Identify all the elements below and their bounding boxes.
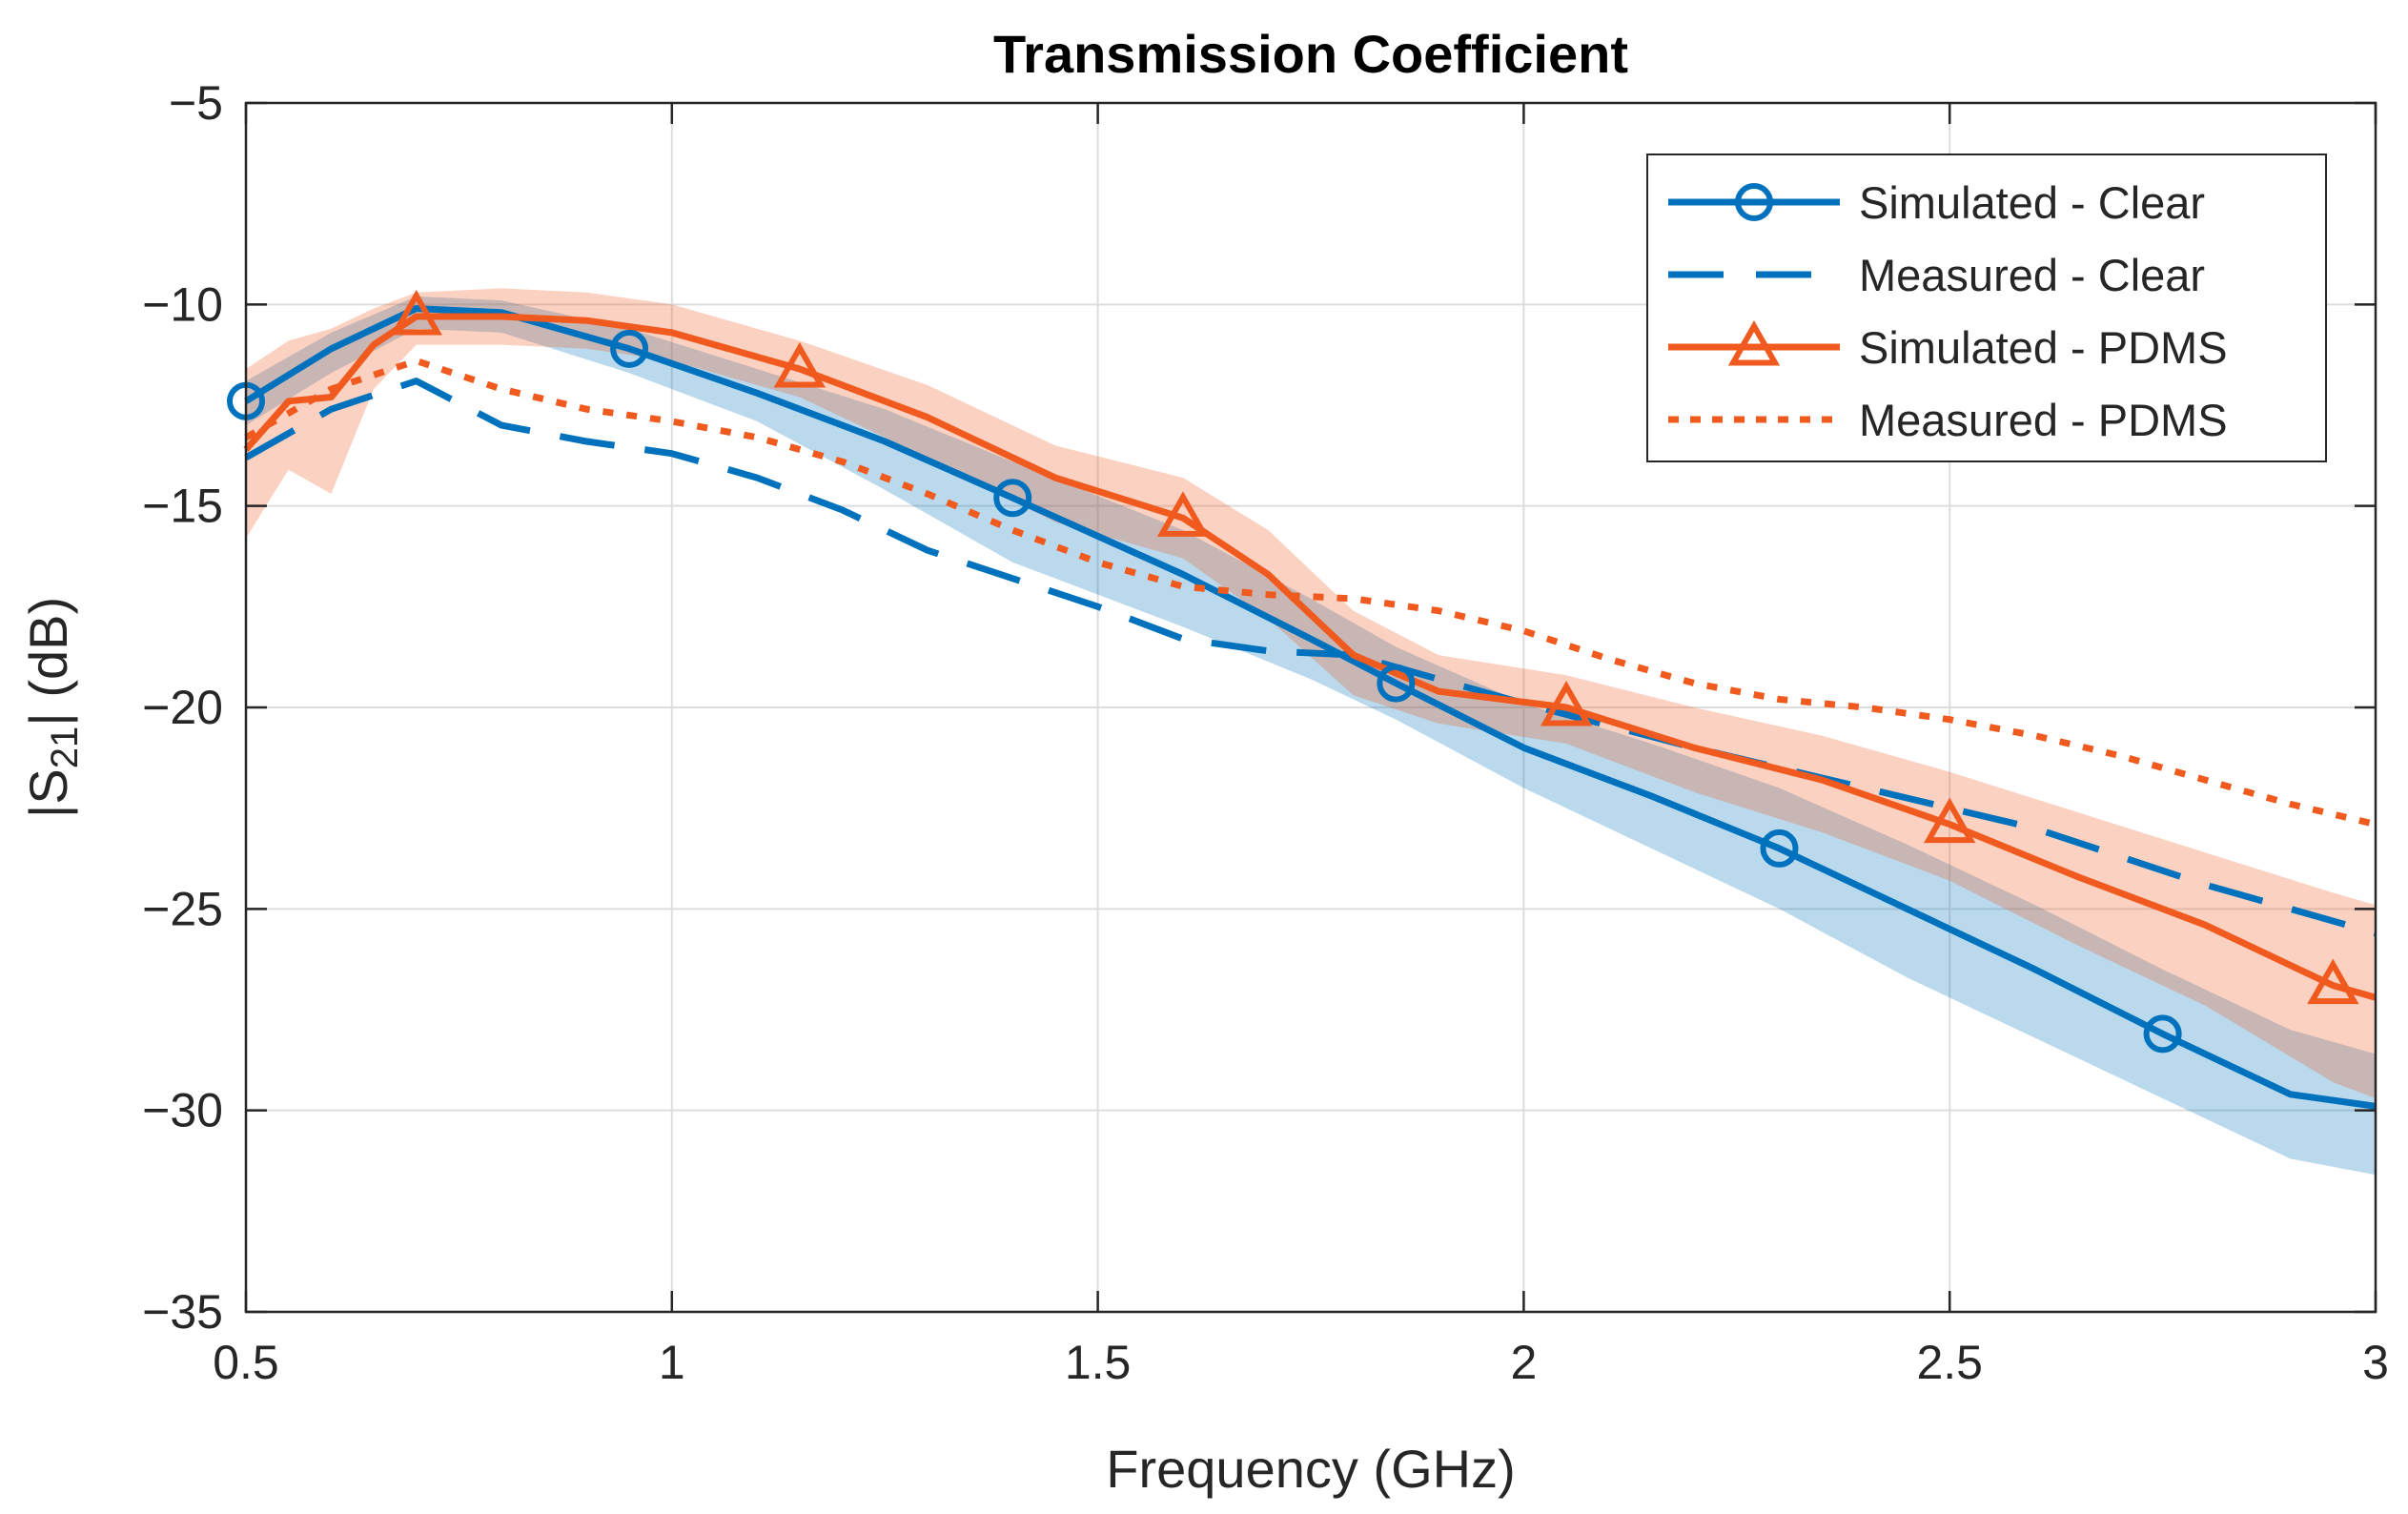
x-tick-label-5: 3 [2362, 1336, 2389, 1389]
simulated-clear-band [246, 296, 2376, 1176]
simulated-clear-marker-2 [993, 479, 1032, 518]
legend-marker-simulated-clear [1735, 183, 1773, 221]
chart-title: Transmission Coefficient [993, 24, 1628, 84]
y-axis-label-subscript: 21 [44, 726, 86, 769]
x-tick-label-0: 0.5 [213, 1336, 279, 1389]
y-tick-label-6: −5 [169, 76, 223, 130]
x-axis-label: Frequency (GHz) [1106, 1439, 1515, 1499]
legend-marker-simulated-pdms [1727, 319, 1781, 366]
legend-label-measured-clear: Measured - Clear [1859, 250, 2205, 300]
simulated-clear-line [244, 305, 2377, 1110]
simulated-clear-marker-4 [1760, 829, 1799, 868]
y-tick-label-1: −30 [142, 1084, 223, 1137]
tick-labels: 0.5 1 1.5 2 2.5 3 −35 −30 −25 −20 −15 −10 −5 [142, 76, 2389, 1389]
x-tick-label-4: 2.5 [1916, 1336, 1983, 1389]
legend-label-measured-pdms: Measured - PDMS [1859, 395, 2228, 445]
simulated-pdms-marker-1 [773, 341, 826, 388]
x-tick-label-3: 2 [1510, 1336, 1537, 1389]
legend-label-simulated-pdms: Simulated - PDMS [1859, 322, 2228, 373]
simulated-pdms-marker-2 [1156, 491, 1210, 537]
simulated-pdms-marker-4 [1924, 797, 1976, 844]
x-tick-label-1: 1 [659, 1336, 685, 1389]
measured-pdms-line [244, 358, 2377, 829]
series-markers [227, 289, 2359, 1054]
legend: Simulated - Clear Measured - Clear Simulat… [1646, 153, 2327, 462]
legend-box [1646, 153, 2327, 462]
simulated-pdms-marker-3 [1540, 680, 1593, 726]
y-tick-label-2: −25 [142, 882, 223, 935]
simulated-pdms-marker-5 [2307, 958, 2359, 1005]
uncertainty-bands [246, 288, 2376, 1176]
y-axis-label: |S21| (dB) [18, 597, 86, 818]
simulated-clear-marker-1 [610, 329, 649, 368]
y-tick-label-0: −35 [142, 1285, 223, 1339]
simulated-clear-marker-5 [2143, 1014, 2182, 1054]
y-tick-label-5: −10 [142, 277, 223, 331]
y-tick-label-4: −15 [142, 480, 223, 533]
legend-label-simulated-clear: Simulated - Clear [1859, 177, 2205, 228]
axis-ticks [244, 101, 2377, 1314]
simulated-pdms-marker-0 [390, 289, 442, 336]
x-tick-label-2: 1.5 [1065, 1336, 1132, 1389]
y-axis-label-rest: | (dB) [18, 597, 78, 726]
simulated-clear-marker-3 [1377, 664, 1416, 703]
y-tick-label-3: −20 [142, 681, 223, 734]
y-axis-label-main: |S [18, 768, 78, 818]
